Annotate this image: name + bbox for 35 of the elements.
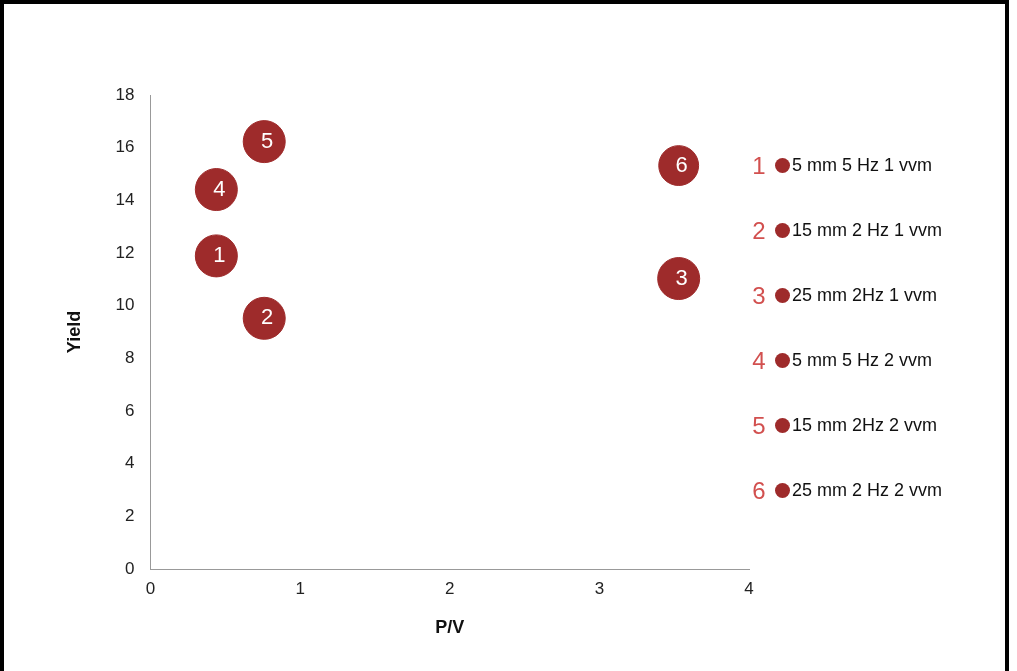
legend-label: 5 mm 5 Hz 2 vvm (792, 350, 933, 371)
x-tick-label: 4 (744, 578, 754, 598)
text: 3 (752, 281, 766, 309)
y-tick-label: 16 (115, 137, 135, 157)
y-tick-label: 6 (125, 400, 135, 420)
annotation: 2 (261, 304, 274, 330)
x-tick-label: 3 (594, 578, 605, 598)
annotation: 4 (213, 175, 226, 201)
y-tick-label: 10 (115, 295, 135, 315)
x-tick-label: 2 (445, 578, 455, 598)
legend-label: 25 mm 2Hz 1 vvm (792, 285, 938, 306)
legend-label: 15 mm 2Hz 2 vvm (792, 415, 938, 436)
x-tick-label: 0 (145, 578, 156, 598)
y-tick-label: 12 (115, 242, 135, 262)
y-tick-label: 2 (125, 506, 135, 526)
annotation: 1 (213, 241, 226, 267)
text: 5 (752, 411, 766, 439)
x-axis-title: P/V (435, 617, 465, 638)
legend-label: 5 mm 5 Hz 1 vvm (792, 155, 933, 176)
text: 6 (752, 476, 766, 504)
text: 4 (752, 346, 766, 374)
legend-label: 15 mm 2 Hz 1 vvm (792, 220, 943, 241)
text: 2 (752, 216, 766, 244)
y-axis-title: Yield (63, 310, 84, 354)
text: 1 (752, 151, 766, 179)
y-tick-label: 4 (125, 453, 135, 473)
annotation: 6 (675, 151, 688, 177)
y-tick-label: 18 (115, 84, 135, 104)
annotation: 3 (675, 264, 688, 290)
legend-label: 25 mm 2 Hz 2 vvm (792, 480, 943, 501)
y-tick-label: 14 (115, 190, 135, 210)
y-tick-label: 8 (125, 348, 135, 368)
annotation: 5 (261, 127, 274, 153)
y-tick-label: 0 (125, 558, 135, 578)
x-tick-label: 1 (295, 578, 305, 598)
